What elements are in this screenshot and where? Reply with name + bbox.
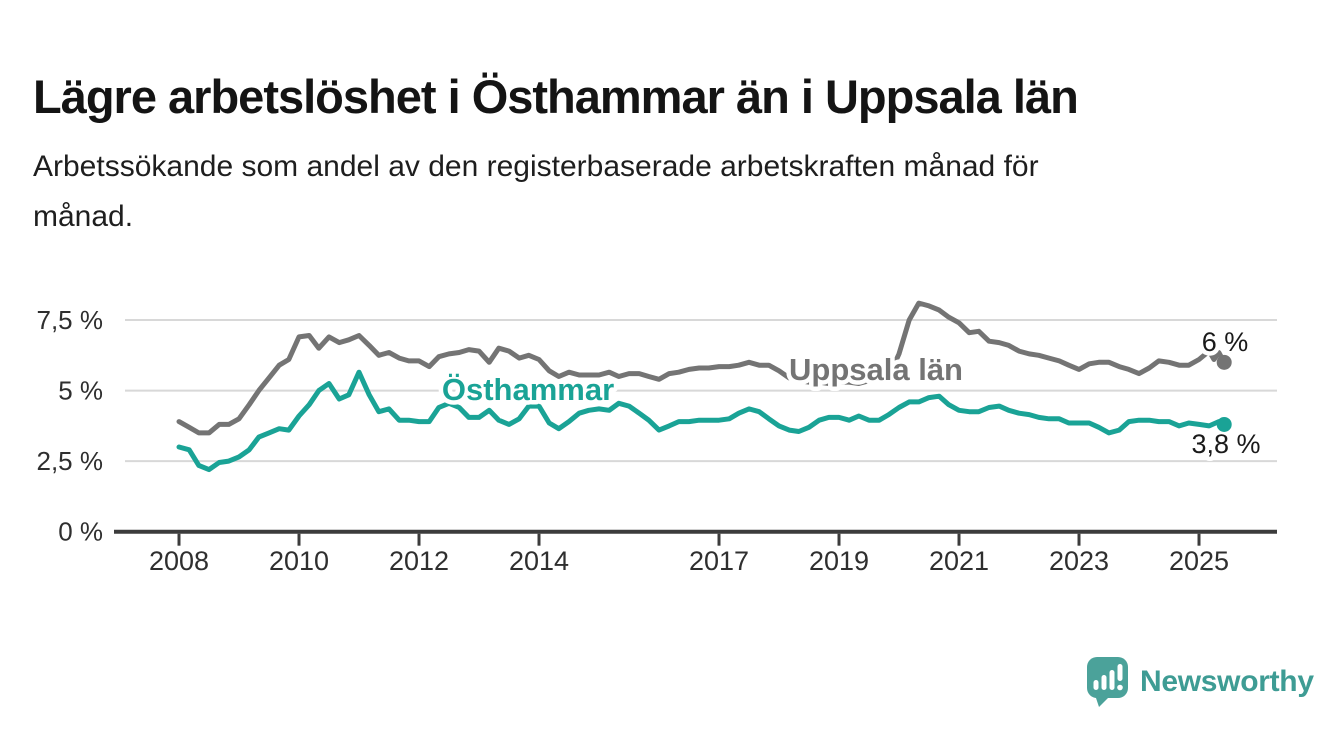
series-label-uppsala-lan: Uppsala län [789,352,963,387]
subtitle-line-1: Arbetssökande som andel av den registerb… [33,150,1039,183]
y-tick-label: 0 % [58,517,103,547]
x-tick-label: 2019 [809,546,869,576]
series-line-uppsala-lan [176,300,1227,436]
x-tick-label: 2021 [929,546,989,576]
x-tick-label: 2023 [1049,546,1109,576]
series-line-osthammar [176,369,1227,473]
page-subtitle: Arbetssökande som andel av den registerb… [33,142,1039,242]
end-value-label-uppsala-lan: 6 % [1202,327,1249,357]
end-value-label-osthammar: 3,8 % [1191,429,1260,459]
brand-name: Newsworthy [1140,665,1314,698]
series-layer [176,300,1227,473]
x-tick-label: 2010 [269,546,329,576]
y-tick-label: 5 % [58,376,103,406]
x-tick-label: 2017 [689,546,749,576]
subtitle-line-2: månad. [33,200,134,233]
end-dot-layer [1216,354,1232,432]
x-tick-label: 2008 [149,546,209,576]
axis-layer: 2008 2010 2012 2014 2017 2019 2021 2023 2025 [114,529,1277,576]
y-tick-label: 2,5 % [37,446,104,476]
gridline-layer: 0 % 2,5 % 5 % 7,5 % [37,305,1277,547]
end-dot-uppsala-lan [1216,354,1232,370]
newsworthy-logo: Newsworthy [1086,656,1314,708]
x-tick-label: 2014 [509,546,569,576]
x-tick-label: 2012 [389,546,449,576]
end-dot-osthammar [1216,416,1232,432]
y-tick-label: 7,5 % [37,305,104,335]
x-tick-label: 2025 [1169,546,1229,576]
bar-chart-speech-bubble-icon [1087,657,1128,707]
series-label-osthammar: Östhammar [442,372,614,407]
page-title: Lägre arbetslöshet i Östhammar än i Upps… [33,70,1079,124]
